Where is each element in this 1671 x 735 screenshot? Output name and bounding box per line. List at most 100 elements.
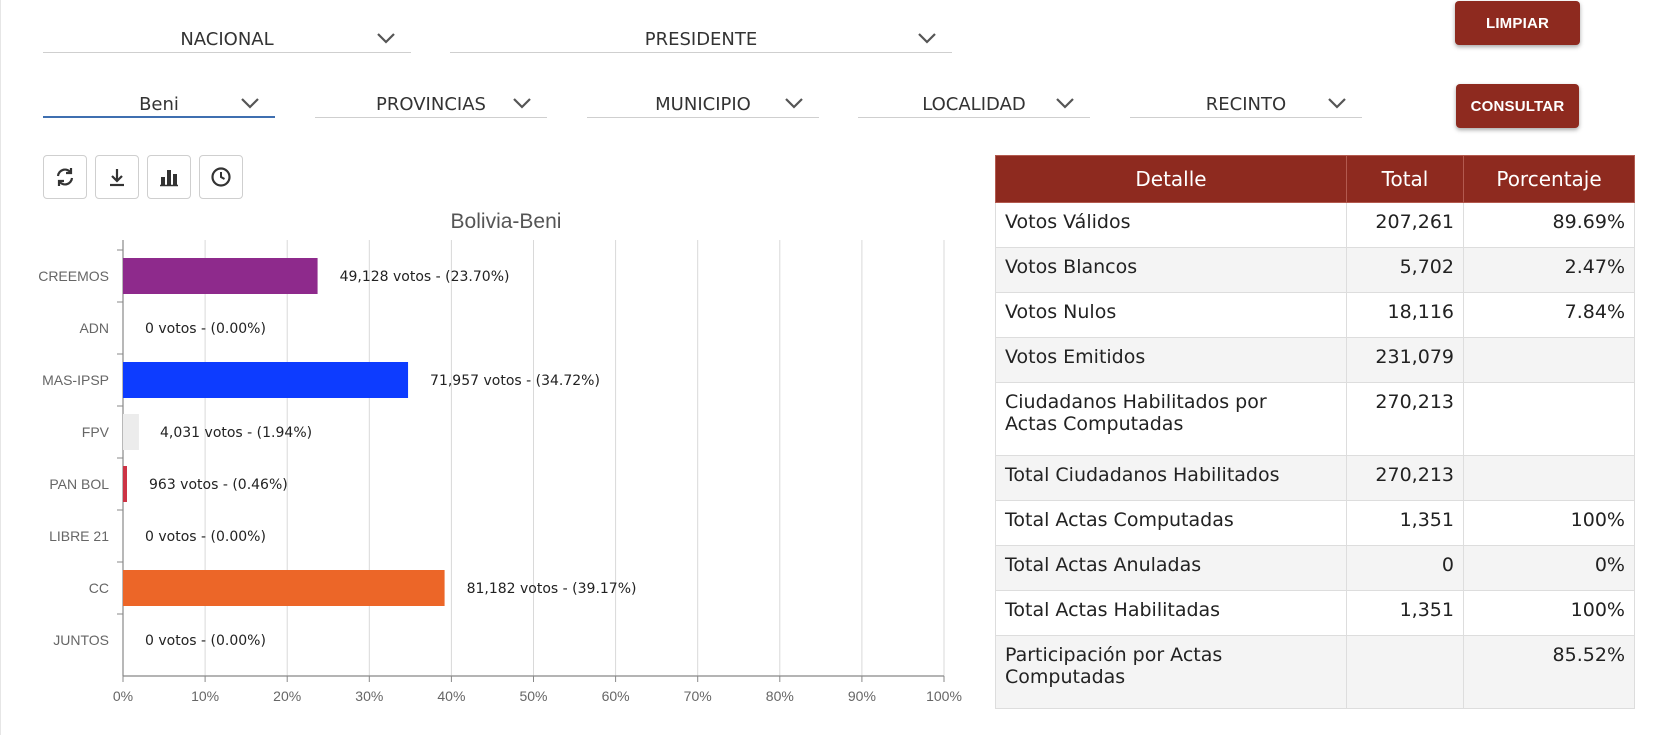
bar-chart-button[interactable] <box>147 155 191 199</box>
provincias-select[interactable]: PROVINCIAS <box>315 92 547 118</box>
refresh-button[interactable] <box>43 155 87 199</box>
refresh-icon <box>56 168 74 186</box>
download-button[interactable] <box>95 155 139 199</box>
recinto-select[interactable]: RECINTO <box>1130 92 1362 118</box>
data-label: 49,128 votos - (23.70%) <box>340 269 510 285</box>
data-label: 0 votos - (0.00%) <box>145 529 266 545</box>
limpiar-button[interactable]: LIMPIAR <box>1455 1 1580 45</box>
bar <box>123 362 409 398</box>
category-label: LIBRE 21 <box>49 528 109 544</box>
table-row: Total Ciudadanos Habilitados 270,213 <box>995 455 1635 501</box>
consultar-button[interactable]: CONSULTAR <box>1456 84 1579 128</box>
data-label: 4,031 votos - (1.94%) <box>160 425 312 441</box>
page-left-border <box>0 0 1 735</box>
table-row: Participación por Actas Computadas 85.52… <box>995 635 1635 709</box>
provincias-select-value: PROVINCIAS <box>376 94 486 115</box>
history-button[interactable] <box>199 155 243 199</box>
x-tick-label: 10% <box>191 688 219 704</box>
cell-porcentaje: 100% <box>1463 500 1635 546</box>
departamento-select-value: Beni <box>139 93 179 115</box>
x-tick-label: 0% <box>113 688 133 704</box>
chevron-down-icon <box>513 98 531 109</box>
table-row: Total Actas Computadas 1,351 100% <box>995 500 1635 546</box>
eleccion-select[interactable]: PRESIDENTE <box>450 27 952 53</box>
table-row: Votos Blancos 5,702 2.47% <box>995 247 1635 293</box>
cell-total: 270,213 <box>1346 382 1464 456</box>
bar <box>123 466 127 502</box>
x-tick-label: 50% <box>519 688 547 704</box>
bar-chart-icon <box>160 170 178 187</box>
cell-detalle: Total Actas Anuladas <box>995 545 1347 591</box>
cell-porcentaje: 0% <box>1463 545 1635 591</box>
x-tick-label: 40% <box>437 688 465 704</box>
table-row: Votos Nulos 18,116 7.84% <box>995 292 1635 338</box>
cell-porcentaje: 85.52% <box>1463 635 1635 709</box>
cell-detalle: Participación por Actas Computadas <box>995 635 1347 709</box>
cell-total: 270,213 <box>1346 455 1464 501</box>
table-row: Ciudadanos Habilitados por Actas Computa… <box>995 382 1635 456</box>
x-tick-label: 80% <box>766 688 794 704</box>
localidad-select-value: LOCALIDAD <box>922 94 1026 115</box>
cell-porcentaje: 89.69% <box>1463 202 1635 248</box>
category-label: CREEMOS <box>38 268 109 284</box>
clock-icon <box>211 167 231 187</box>
cell-total: 5,702 <box>1346 247 1464 293</box>
localidad-select[interactable]: LOCALIDAD <box>858 92 1090 118</box>
recinto-select-value: RECINTO <box>1205 94 1287 115</box>
cell-detalle: Ciudadanos Habilitados por Actas Computa… <box>995 382 1347 456</box>
bar <box>123 258 318 294</box>
cell-detalle: Votos Nulos <box>995 292 1347 338</box>
cell-porcentaje <box>1463 337 1635 383</box>
data-label: 963 votos - (0.46%) <box>149 477 288 493</box>
cell-total: 1,351 <box>1346 590 1464 636</box>
bar <box>123 414 139 450</box>
cell-detalle: Votos Válidos <box>995 202 1347 248</box>
departamento-select[interactable]: Beni <box>43 92 275 118</box>
cell-detalle: Votos Blancos <box>995 247 1347 293</box>
table-row: Votos Válidos 207,261 89.69% <box>995 202 1635 248</box>
cell-total <box>1346 635 1464 709</box>
x-tick-label: 60% <box>602 688 630 704</box>
cell-porcentaje: 100% <box>1463 590 1635 636</box>
chevron-down-icon <box>785 98 803 109</box>
cell-porcentaje: 2.47% <box>1463 247 1635 293</box>
x-tick-label: 20% <box>273 688 301 704</box>
header-porcentaje: Porcentaje <box>1463 155 1635 203</box>
x-tick-label: 30% <box>355 688 383 704</box>
cell-porcentaje <box>1463 455 1635 501</box>
cell-total: 207,261 <box>1346 202 1464 248</box>
category-label: FPV <box>82 424 110 440</box>
chevron-down-icon <box>918 33 936 44</box>
data-label: 0 votos - (0.00%) <box>145 633 266 649</box>
header-detalle: Detalle <box>995 155 1347 203</box>
chevron-down-icon <box>1056 98 1074 109</box>
x-tick-label: 90% <box>848 688 876 704</box>
data-label: 71,957 votos - (34.72%) <box>430 373 600 389</box>
ambito-select-value: NACIONAL <box>180 29 274 50</box>
download-icon <box>110 169 124 187</box>
category-label: CC <box>89 580 109 596</box>
cell-total: 1,351 <box>1346 500 1464 546</box>
chevron-down-icon <box>241 98 259 109</box>
cell-total: 0 <box>1346 545 1464 591</box>
category-label: PAN BOL <box>49 476 109 492</box>
chevron-down-icon <box>1328 98 1346 109</box>
municipio-select-value: MUNICIPIO <box>655 94 751 115</box>
table-row: Total Actas Habilitadas 1,351 100% <box>995 590 1635 636</box>
cell-detalle: Votos Emitidos <box>995 337 1347 383</box>
table-row: Votos Emitidos 231,079 <box>995 337 1635 383</box>
data-label: 81,182 votos - (39.17%) <box>467 581 637 597</box>
bar-chart: 0% 10% 20% 30% 40% 50% 60% 70% 80% 90% 100% CREEMOS… <box>38 240 962 704</box>
header-total: Total <box>1346 155 1464 203</box>
cell-porcentaje: 7.84% <box>1463 292 1635 338</box>
bar <box>123 570 445 606</box>
municipio-select[interactable]: MUNICIPIO <box>587 92 819 118</box>
cell-total: 231,079 <box>1346 337 1464 383</box>
cell-total: 18,116 <box>1346 292 1464 338</box>
cell-detalle: Total Ciudadanos Habilitados <box>995 455 1347 501</box>
x-tick-label: 100% <box>926 688 962 704</box>
ambito-select[interactable]: NACIONAL <box>43 27 411 53</box>
x-tick-label: 70% <box>684 688 712 704</box>
cell-porcentaje <box>1463 382 1635 456</box>
chevron-down-icon <box>377 33 395 44</box>
